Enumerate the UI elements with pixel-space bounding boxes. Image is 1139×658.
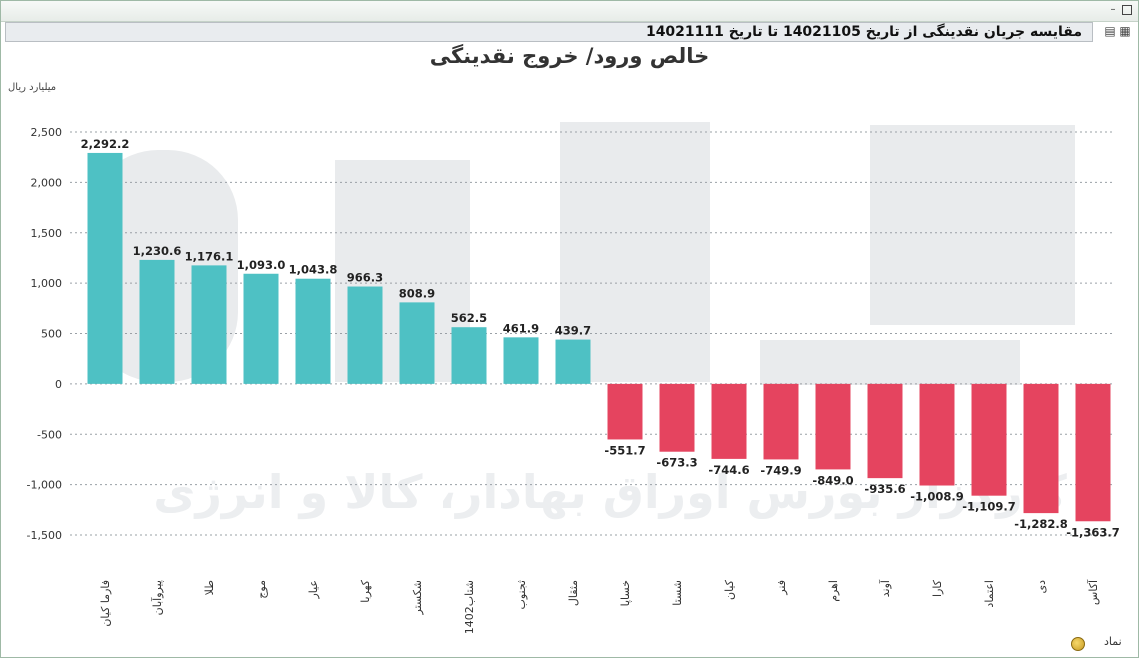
y-tick-label: 1,500 <box>31 227 63 240</box>
report-titlebar: مقایسه جریان نقدینگی از تاریخ 14021105 ت… <box>5 22 1093 42</box>
bar[interactable] <box>87 152 123 384</box>
y-tick-label: 2,000 <box>31 176 63 189</box>
bar[interactable] <box>763 383 799 460</box>
y-tick-label: 1,000 <box>31 277 63 290</box>
value-label: -935.6 <box>864 482 905 496</box>
value-label: 1,176.1 <box>185 249 234 263</box>
value-label: -551.7 <box>604 443 645 457</box>
export-icon[interactable]: ▦ <box>1119 24 1131 38</box>
bar[interactable] <box>243 273 279 384</box>
bar[interactable] <box>971 383 1007 496</box>
value-labels: 2,292.2 1,230.6 1,176.11,093.0 1,043.8 966.3… <box>81 137 1120 539</box>
value-label: 439.7 <box>555 324 591 338</box>
x-tick-label: آکاس <box>1086 579 1100 605</box>
y-tick-label: -1,500 <box>27 529 62 542</box>
bar[interactable] <box>919 383 955 486</box>
x-tick-label: فنر <box>775 580 788 596</box>
x-tick-label: شتاب1402 <box>463 580 476 634</box>
bar[interactable] <box>295 278 331 384</box>
y-axis-unit-label: میلیارد ریال <box>8 82 57 93</box>
minimize-icon[interactable]: – <box>1110 4 1116 15</box>
bar[interactable] <box>191 265 227 384</box>
value-label: -1,008.9 <box>910 490 964 504</box>
y-tick-label: 2,500 <box>31 126 63 139</box>
bar[interactable] <box>1023 383 1059 514</box>
value-label: 562.5 <box>451 311 487 325</box>
bar[interactable] <box>867 383 903 479</box>
coin-icon[interactable] <box>1071 637 1085 651</box>
bar[interactable] <box>503 337 539 384</box>
x-tick-label: کارا <box>931 579 944 597</box>
watermark-text: کارگزار بورس اوراق بهادار، کالا و انرژی <box>153 465 1067 519</box>
watermark-shape-4 <box>870 125 1075 325</box>
x-tick-label: دی <box>1035 580 1048 594</box>
x-tick-label: خساپا <box>619 580 632 606</box>
value-label: -1,282.8 <box>1014 517 1068 531</box>
bars <box>87 152 1111 522</box>
bar[interactable] <box>555 339 591 384</box>
value-label: -1,363.7 <box>1066 525 1120 539</box>
y-axis-ticks: 2,500 2,000 1,500 1,000 500 0 -500 -1,000 -1,500 <box>27 126 62 542</box>
y-tick-label: -500 <box>37 428 62 441</box>
x-tick-label: کهربا <box>359 579 372 603</box>
x-tick-label: موج <box>255 580 268 599</box>
watermark-shape-3 <box>560 122 710 382</box>
bar[interactable] <box>659 383 695 452</box>
bar[interactable] <box>451 327 487 384</box>
bar[interactable] <box>815 383 851 470</box>
x-tick-label: طلا <box>203 580 216 596</box>
y-tick-label: 0 <box>55 378 62 391</box>
print-icon[interactable]: ▤ <box>1104 24 1116 38</box>
watermark-shape-5 <box>760 340 1020 385</box>
value-label: -744.6 <box>708 463 749 477</box>
x-axis-title: نماد <box>1104 635 1122 648</box>
x-tick-label: کیان <box>723 579 736 600</box>
y-tick-label: -1,000 <box>27 479 62 492</box>
value-label: -749.9 <box>760 463 801 477</box>
x-tick-label: پیروآبان <box>150 580 164 615</box>
bar[interactable] <box>1075 383 1111 522</box>
bar[interactable] <box>139 259 175 384</box>
value-label: -849.0 <box>812 473 853 487</box>
value-label: -673.3 <box>656 456 697 470</box>
x-tick-label: آوند <box>878 579 892 597</box>
value-label: 461.9 <box>503 321 539 335</box>
x-tick-label: شکستر <box>411 580 424 616</box>
bar[interactable] <box>399 302 435 384</box>
value-label: 966.3 <box>347 271 383 285</box>
x-axis-labels: فارما کیان پیروآبان طلا موج عیار کهربا شکستر شت… <box>99 579 1100 634</box>
x-tick-label: عیار <box>307 580 320 600</box>
value-label: 2,292.2 <box>81 137 130 151</box>
value-label: 1,093.0 <box>237 258 286 272</box>
bar[interactable] <box>711 383 747 459</box>
x-tick-label: اهرم <box>827 580 840 602</box>
chart-title: خالص ورود/ خروج نقدینگی <box>429 44 710 68</box>
value-label: 1,230.6 <box>133 244 182 258</box>
maximize-icon[interactable] <box>1122 5 1132 15</box>
x-tick-label: شستا <box>671 580 684 606</box>
y-tick-label: 500 <box>41 328 62 341</box>
x-tick-label: فارما کیان <box>99 580 112 627</box>
bar[interactable] <box>347 286 383 384</box>
value-label: 808.9 <box>399 286 435 300</box>
value-label: 1,043.8 <box>289 263 338 277</box>
value-label: -1,109.7 <box>962 500 1016 514</box>
window-topbar: – <box>1 1 1138 22</box>
report-title: مقایسه جریان نقدینگی از تاریخ 14021105 ت… <box>645 24 1082 40</box>
x-tick-label: مثقال <box>567 580 580 606</box>
bar[interactable] <box>607 383 643 440</box>
x-tick-label: ثجنوب <box>515 580 528 610</box>
x-tick-label: اعتماد <box>983 580 996 608</box>
